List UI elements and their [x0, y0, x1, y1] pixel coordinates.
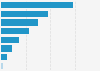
Bar: [1, 54, 7, 60]
Bar: [1, 37, 18, 43]
Bar: [1, 11, 48, 17]
Bar: [1, 28, 29, 34]
Bar: [1, 63, 3, 69]
Bar: [1, 19, 38, 26]
Bar: [1, 2, 73, 8]
Bar: [1, 45, 12, 52]
